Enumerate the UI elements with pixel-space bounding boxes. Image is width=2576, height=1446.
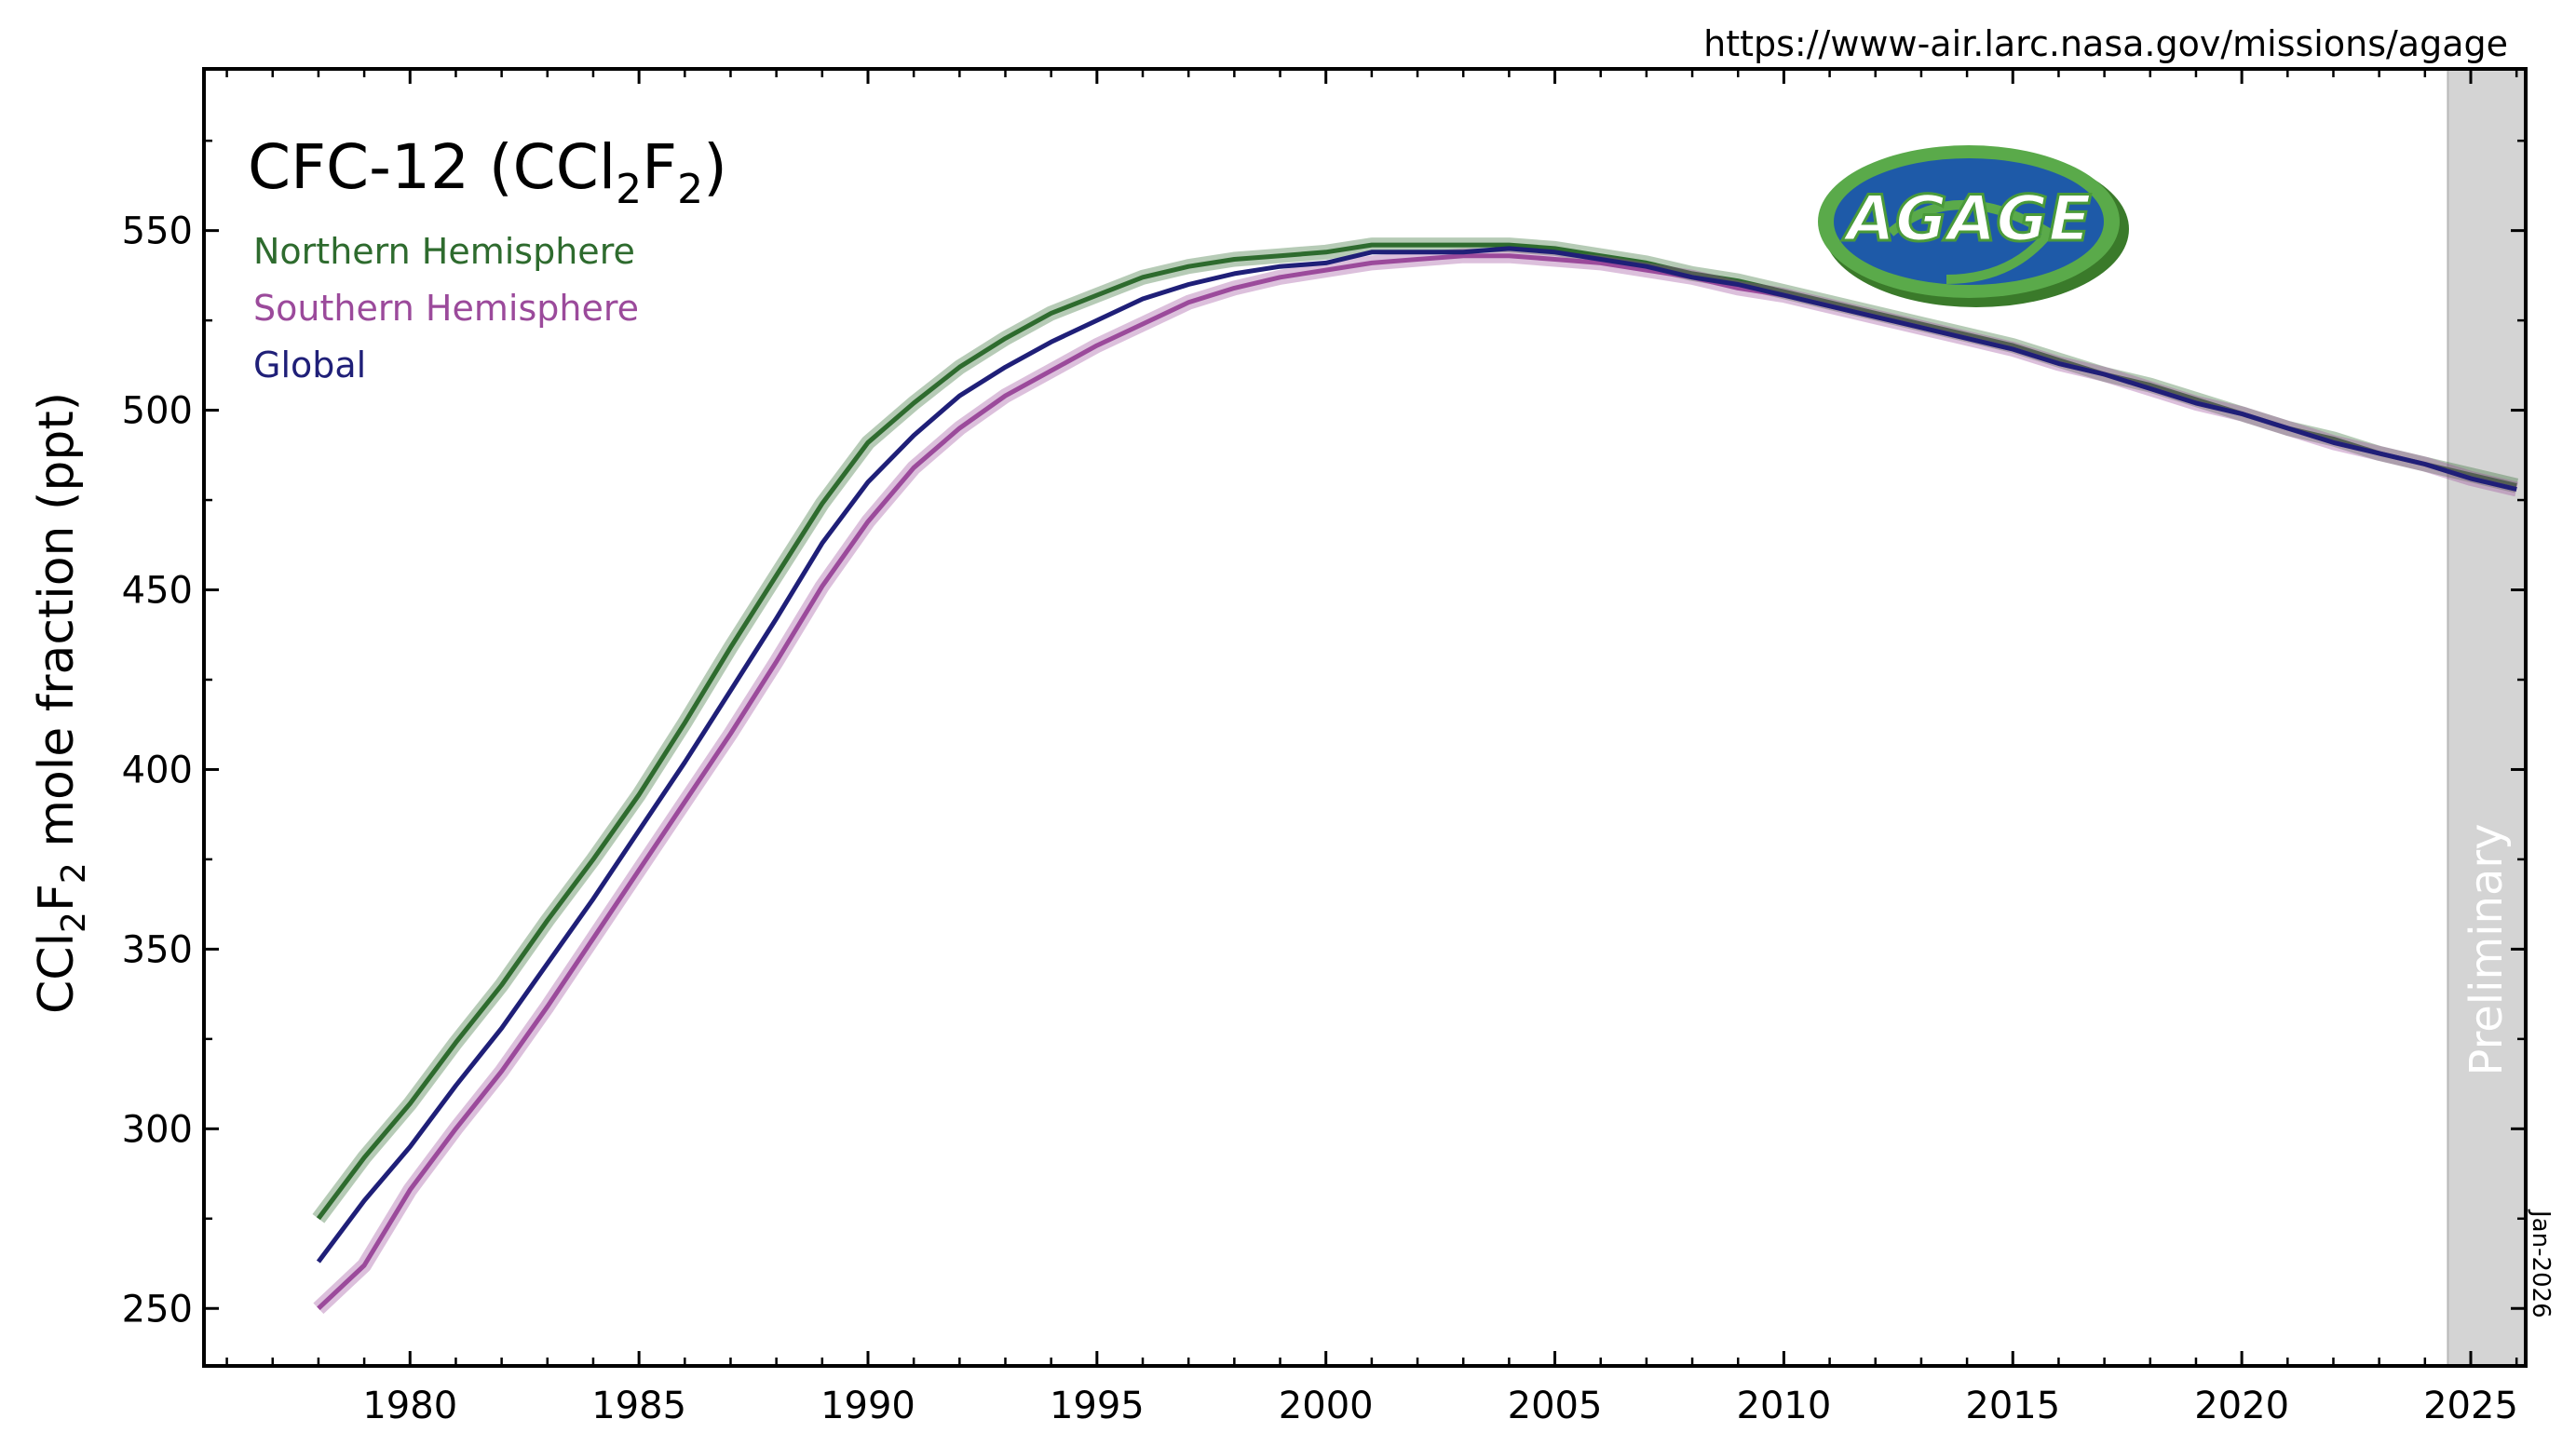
- chart-title: CFC-12 (CCl2F2): [248, 131, 727, 213]
- y-tick-label: 300: [122, 1108, 193, 1151]
- agage-logo-icon: AGAGE: [1818, 145, 2129, 307]
- ticks-layer: 1980 1985 1990 1995 2000 2005 2010 2015 2020 2025…: [122, 69, 2526, 1427]
- legend-entry: Southern Hemisphere: [253, 288, 639, 329]
- legend-entry: Global: [253, 345, 366, 385]
- x-tick-label: 2000: [1279, 1385, 1374, 1427]
- x-tick-label: 2015: [1965, 1385, 2060, 1427]
- title-suffix: ): [703, 131, 727, 203]
- title-sub1: 2: [616, 166, 642, 213]
- y-tick-label: 350: [122, 928, 193, 971]
- ylabel-mid: F: [29, 884, 85, 912]
- ylabel-sub2: 2: [55, 862, 93, 884]
- x-tick-label: 2005: [1508, 1385, 1603, 1427]
- series-line-0: [316, 242, 2517, 1221]
- ylabel-sub1: 2: [55, 912, 93, 933]
- date-stamp: Jan-2026: [2527, 1209, 2555, 1318]
- y-tick-label: 450: [122, 570, 193, 613]
- logo-text: AGAGE: [1841, 182, 2091, 256]
- y-tick-label: 500: [122, 390, 193, 433]
- series-layer: [312, 237, 2519, 1315]
- x-tick-label: 2020: [2194, 1385, 2289, 1427]
- source-url[interactable]: https://www-air.larc.nasa.gov/missions/a…: [1703, 23, 2508, 64]
- title-sub2: 2: [677, 166, 703, 213]
- x-tick-label: 2025: [2423, 1385, 2518, 1427]
- title-prefix: CFC-12 (CCl: [248, 131, 616, 203]
- plot-frame: [202, 67, 2528, 1368]
- x-tick-label: 1995: [1050, 1385, 1145, 1427]
- series-uncertainty-0: [312, 237, 2519, 1223]
- legend: Northern Hemisphere Southern Hemisphere Gl…: [253, 231, 639, 385]
- x-tick-label: 1985: [591, 1385, 686, 1427]
- series-line-2: [316, 246, 2517, 1264]
- x-tick-label: 1990: [820, 1385, 915, 1427]
- title-mid: F: [642, 131, 677, 203]
- preliminary-band: [2447, 68, 2527, 1367]
- x-tick-label: 2010: [1737, 1385, 1832, 1427]
- y-tick-label: 250: [122, 1288, 193, 1331]
- preliminary-label: Preliminary: [2461, 823, 2513, 1075]
- y-tick-label: 400: [122, 749, 193, 791]
- x-tick-label: 1980: [362, 1385, 457, 1427]
- y-tick-label: 550: [122, 210, 193, 253]
- legend-entry: Northern Hemisphere: [253, 231, 635, 272]
- y-axis-label: CCl2F2 mole fraction (ppt): [29, 392, 93, 1014]
- ylabel-suffix: mole fraction (ppt): [29, 392, 85, 862]
- ylabel-prefix: CCl: [29, 933, 85, 1014]
